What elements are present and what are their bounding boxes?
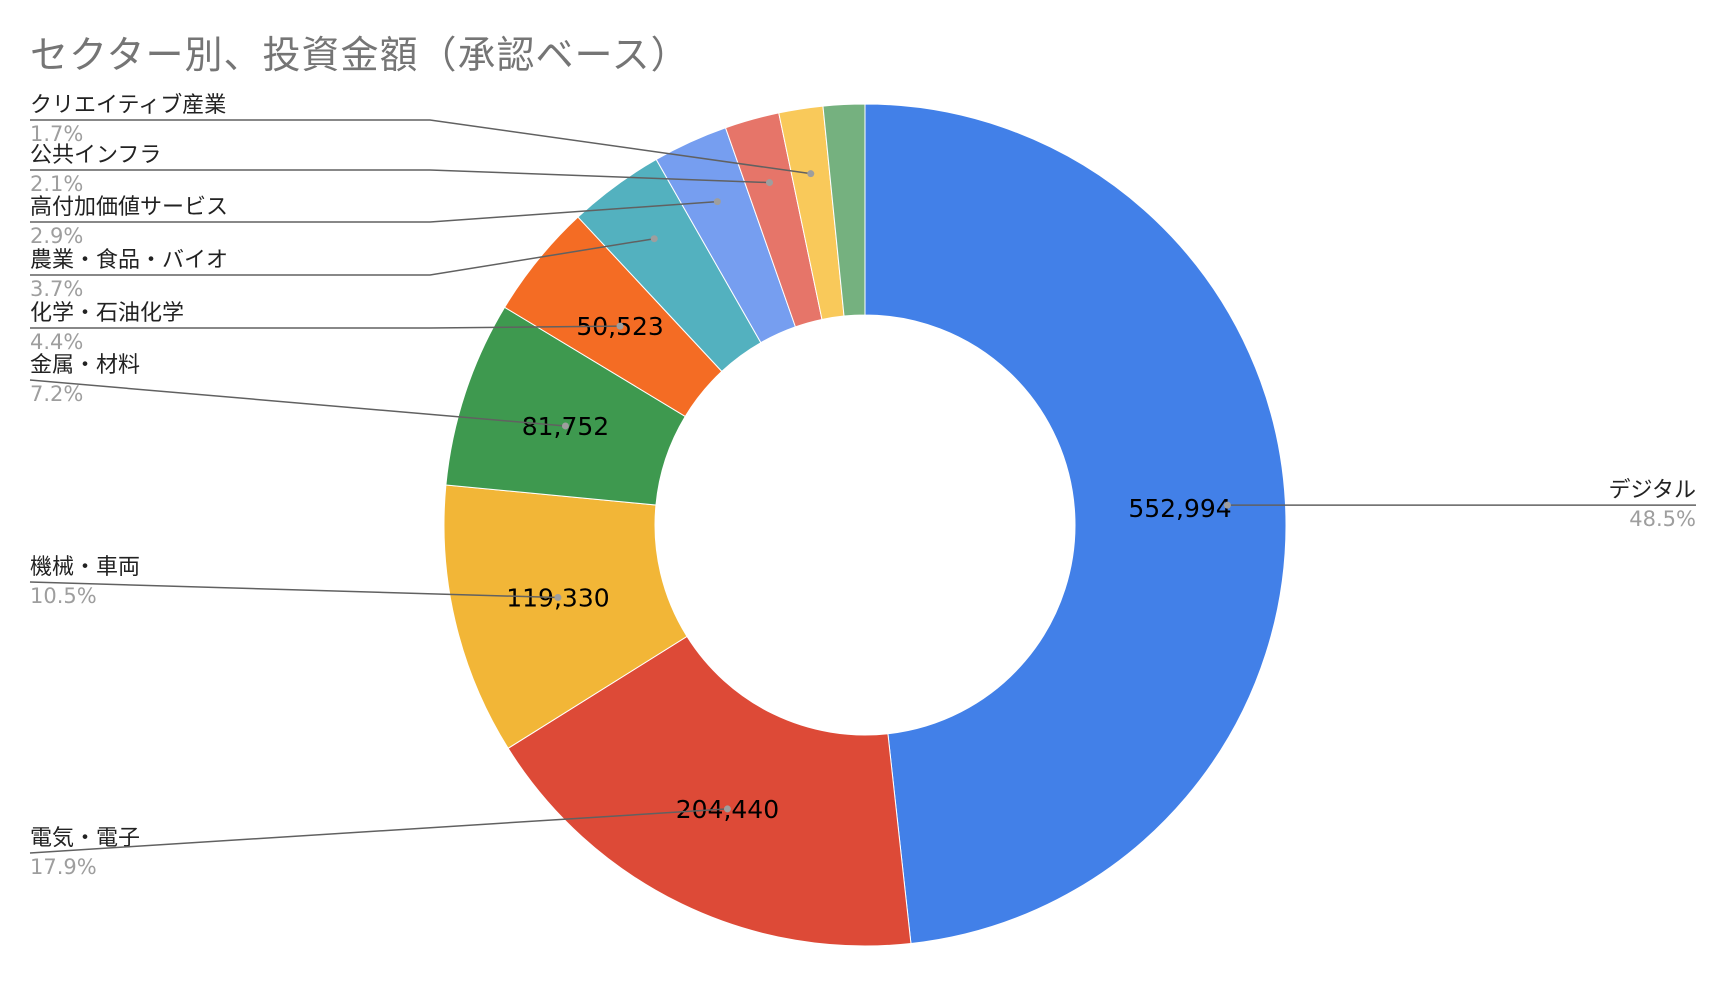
leader-dot: [616, 322, 624, 330]
slice-percent-label: 10.5%: [30, 584, 97, 608]
leader-dot: [807, 170, 815, 178]
leader-line: [30, 200, 718, 223]
leader-line: [30, 169, 770, 184]
leader-line: [29, 808, 728, 854]
leader-dot: [1223, 501, 1231, 509]
leader-dot: [713, 198, 721, 206]
donut-slice[interactable]: [822, 103, 866, 317]
leader-dot: [554, 594, 562, 602]
leader-dot: [561, 422, 569, 430]
leader-line: [30, 325, 621, 329]
slice-percent-label: 4.4%: [30, 330, 83, 354]
slice-percent-label: 1.7%: [30, 122, 83, 146]
leader-line: [30, 237, 655, 276]
chart-title: セクター別、投資金額（承認ベース）: [30, 33, 690, 77]
slice-name-label: 公共インフラ: [30, 143, 161, 168]
slice-percent-label: 17.9%: [30, 855, 97, 879]
leader-dot: [723, 805, 731, 813]
leader-dot: [650, 235, 658, 243]
slice-value-label: 552,994: [1128, 494, 1231, 523]
slice-percent-label: 2.9%: [30, 224, 83, 248]
slice-name-label: 化学・石油化学: [30, 301, 184, 326]
slice-name-label: 農業・食品・バイオ: [30, 248, 228, 273]
donut-slice[interactable]: [443, 484, 688, 749]
slice-name-label: クリエイティブ産業: [30, 93, 226, 118]
slice-percent-label: 2.1%: [30, 172, 83, 196]
leader-line: [30, 119, 811, 175]
slice-name-label: 機械・車両: [30, 555, 140, 580]
leader-line: [29, 581, 558, 599]
leader-dot: [766, 179, 774, 187]
leader-line: [29, 379, 566, 427]
slice-percent-label: 48.5%: [1629, 507, 1696, 531]
slice-percent-label: 3.7%: [30, 277, 83, 301]
slice-name-label: 高付加価値サービス: [30, 195, 228, 220]
slice-percent-label: 7.2%: [30, 382, 83, 406]
slice-name-label: デジタル: [1608, 478, 1696, 503]
donut-slice[interactable]: [507, 635, 912, 947]
donut-slice[interactable]: [864, 103, 1287, 945]
slice-name-label: 金属・材料: [30, 353, 140, 378]
